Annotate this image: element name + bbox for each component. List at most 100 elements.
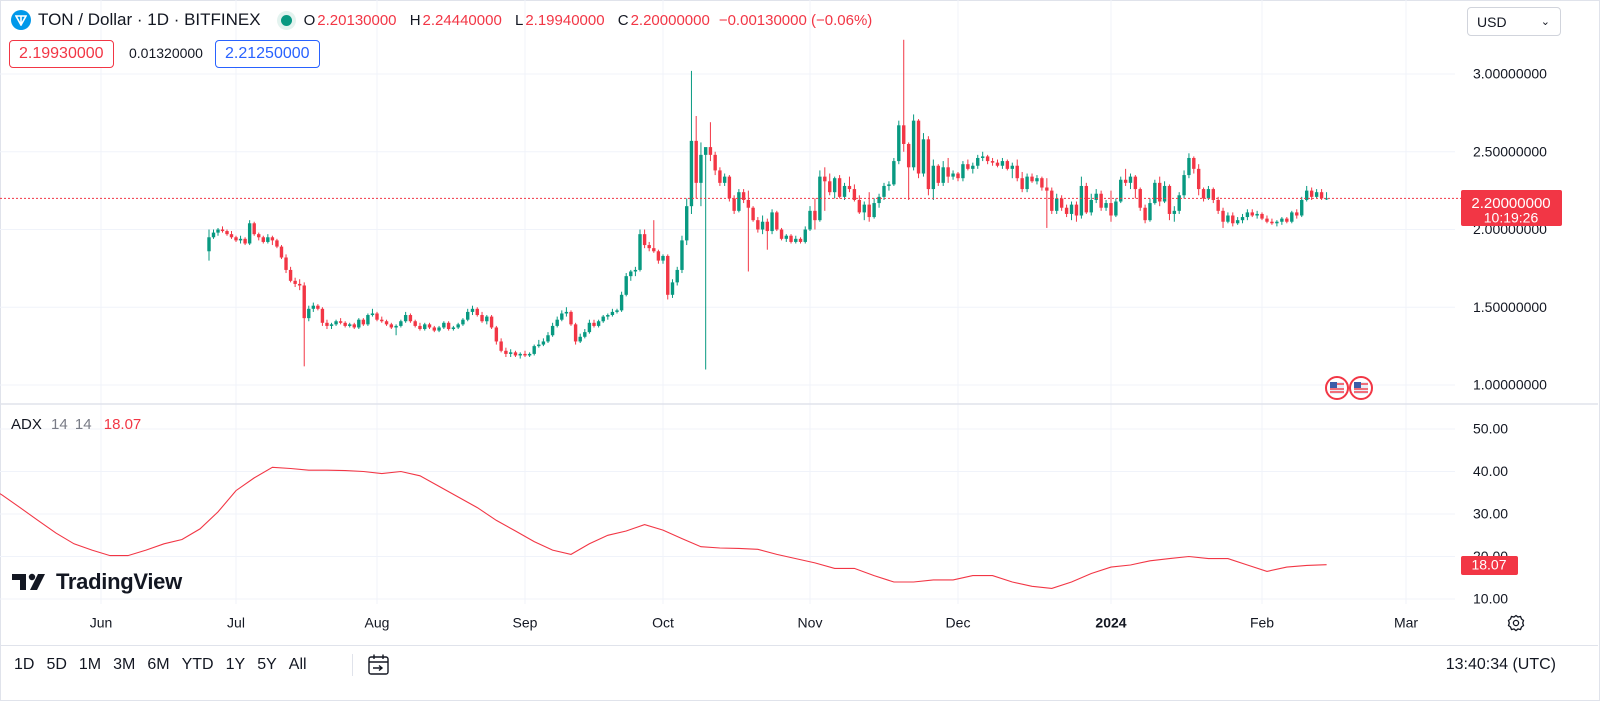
candle[interactable] — [499, 338, 503, 353]
candle[interactable] — [1045, 178, 1049, 228]
candle[interactable] — [1104, 199, 1108, 211]
us-flag-icon[interactable] — [1325, 376, 1349, 400]
candle[interactable] — [931, 159, 936, 200]
candle[interactable] — [941, 161, 945, 186]
candle[interactable] — [1280, 217, 1284, 225]
candle[interactable] — [629, 269, 633, 281]
candle[interactable] — [1235, 217, 1240, 225]
candle[interactable] — [1300, 196, 1304, 218]
candle[interactable] — [638, 229, 642, 272]
candle[interactable] — [1089, 193, 1093, 216]
utc-clock[interactable]: 13:40:34 (UTC) — [1445, 656, 1556, 673]
candle[interactable] — [990, 157, 995, 166]
range-button-5y[interactable]: 5Y — [257, 656, 277, 673]
candle[interactable] — [847, 176, 852, 193]
candle[interactable] — [466, 308, 470, 322]
candle[interactable] — [523, 350, 527, 358]
candle[interactable] — [722, 173, 727, 186]
candle[interactable] — [546, 332, 550, 344]
currency-select[interactable]: USD ⌄ — [1467, 7, 1561, 36]
candle[interactable] — [699, 142, 703, 207]
candle[interactable] — [1206, 185, 1211, 200]
candle[interactable] — [1030, 173, 1034, 183]
candle[interactable] — [541, 338, 546, 347]
candle[interactable] — [225, 229, 229, 236]
candle[interactable] — [573, 322, 578, 345]
candle[interactable] — [1270, 218, 1274, 225]
candle[interactable] — [818, 170, 822, 222]
candle[interactable] — [789, 234, 793, 244]
candle[interactable] — [532, 344, 536, 356]
candle[interactable] — [485, 315, 489, 325]
candle[interactable] — [1221, 207, 1225, 228]
sell-price-button[interactable]: 2.19930000 — [9, 40, 114, 68]
candle[interactable] — [320, 307, 325, 326]
candle[interactable] — [832, 176, 837, 199]
candle[interactable] — [257, 232, 261, 241]
candle[interactable] — [1035, 175, 1039, 185]
candle[interactable] — [1133, 175, 1138, 199]
candle[interactable] — [270, 235, 275, 246]
candle[interactable] — [1250, 209, 1254, 218]
candle[interactable] — [480, 311, 484, 323]
candle[interactable] — [1000, 157, 1005, 169]
candle[interactable] — [408, 313, 413, 323]
candle[interactable] — [1025, 173, 1029, 193]
candle[interactable] — [670, 279, 675, 298]
candle[interactable] — [601, 315, 605, 323]
range-button-1y[interactable]: 1Y — [225, 656, 246, 673]
candle[interactable] — [1314, 189, 1319, 199]
candle[interactable] — [961, 161, 965, 182]
candle[interactable] — [1109, 190, 1113, 222]
candle[interactable] — [680, 235, 684, 274]
candle[interactable] — [361, 318, 366, 326]
candle[interactable] — [1187, 153, 1191, 179]
candle[interactable] — [1216, 196, 1220, 214]
candle[interactable] — [569, 310, 573, 326]
candle[interactable] — [872, 198, 876, 219]
candle[interactable] — [1050, 187, 1054, 214]
candle[interactable] — [1114, 198, 1118, 218]
candle[interactable] — [760, 215, 765, 235]
candle[interactable] — [956, 171, 960, 182]
candle[interactable] — [633, 266, 638, 277]
candle[interactable] — [1040, 176, 1044, 191]
us-flag-icon[interactable] — [1349, 376, 1373, 400]
candle[interactable] — [1226, 212, 1230, 224]
gear-icon[interactable] — [1507, 614, 1525, 632]
candle[interactable] — [380, 316, 384, 323]
candle[interactable] — [234, 235, 238, 242]
candle[interactable] — [803, 226, 807, 244]
candle[interactable] — [610, 308, 615, 317]
candle[interactable] — [266, 234, 270, 244]
range-button-5d[interactable]: 5D — [46, 656, 67, 673]
candle[interactable] — [689, 70, 694, 214]
candle[interactable] — [220, 226, 225, 233]
candle[interactable] — [442, 321, 446, 330]
candle[interactable] — [446, 321, 451, 331]
candle[interactable] — [732, 195, 736, 214]
candle[interactable] — [911, 114, 916, 171]
candle[interactable] — [775, 210, 779, 232]
candle[interactable] — [1265, 215, 1269, 224]
candle[interactable] — [770, 209, 774, 235]
candle[interactable] — [936, 164, 940, 186]
range-button-6m[interactable]: 6M — [147, 656, 170, 673]
candle[interactable] — [779, 227, 784, 241]
candle[interactable] — [828, 173, 832, 196]
candle[interactable] — [348, 322, 352, 328]
candle[interactable] — [685, 198, 689, 246]
symbol-title[interactable]: TON / Dollar · 1D · BITFINEX — [38, 10, 261, 29]
candle[interactable] — [293, 277, 297, 288]
candle[interactable] — [370, 308, 375, 317]
candle[interactable] — [727, 175, 732, 202]
candle[interactable] — [302, 282, 306, 367]
candle[interactable] — [494, 325, 499, 345]
candle[interactable] — [877, 193, 881, 208]
candle[interactable] — [437, 325, 441, 333]
candle[interactable] — [741, 189, 746, 204]
candle[interactable] — [746, 190, 751, 272]
candle[interactable] — [857, 195, 862, 214]
candle[interactable] — [985, 154, 990, 165]
candle[interactable] — [813, 198, 817, 230]
